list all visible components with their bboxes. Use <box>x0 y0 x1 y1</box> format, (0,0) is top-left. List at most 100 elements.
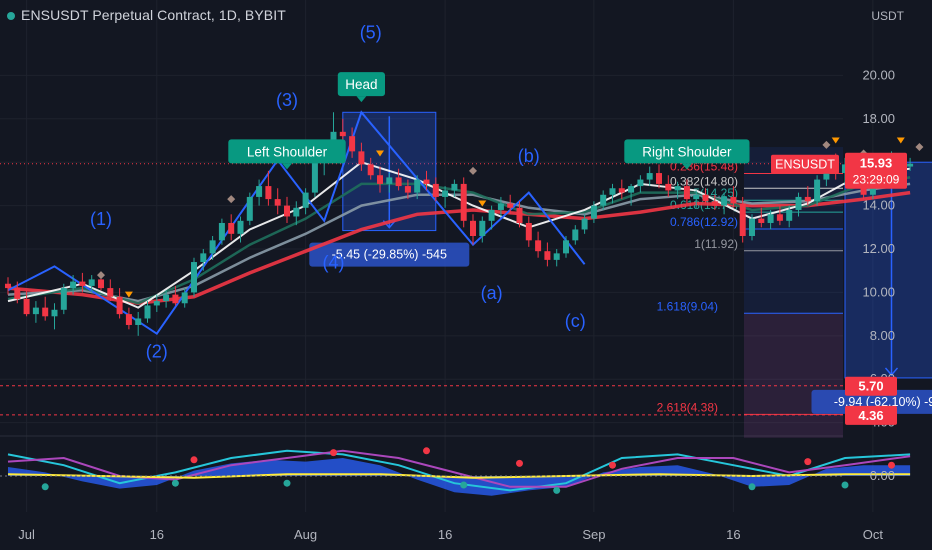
candle-body <box>516 207 523 223</box>
measure-label-box <box>309 242 470 267</box>
candle-body <box>181 292 188 304</box>
candle-body <box>42 307 49 317</box>
grid <box>0 0 874 512</box>
candle-body <box>32 307 39 315</box>
candle-body <box>535 240 542 252</box>
sell-signal-icon <box>124 291 133 298</box>
candle-body <box>525 222 532 241</box>
pattern-label-box[interactable] <box>228 139 346 164</box>
candle-body <box>60 288 67 310</box>
pattern-label-pointer-icon <box>681 163 692 170</box>
candle-body <box>581 218 588 230</box>
candle-body <box>470 220 476 236</box>
candle-body <box>776 214 783 221</box>
candle-body <box>144 305 151 319</box>
oscillator-red-dot <box>330 449 337 457</box>
candle-body <box>237 220 244 234</box>
time-axis[interactable]: Jul16Aug16Sep16Oct17 <box>18 527 932 542</box>
symbol-tag: ENSUSDT <box>775 158 835 172</box>
candle-body <box>163 294 170 302</box>
pattern-label-box[interactable] <box>337 72 385 97</box>
price-tick-label: 10.00 <box>862 284 895 299</box>
oscillator-red-dot <box>190 456 198 464</box>
time-tick-label: Aug <box>294 527 317 542</box>
candle-body <box>730 196 737 204</box>
candle-body <box>442 190 449 197</box>
pattern-label: Left Shoulder <box>247 144 328 159</box>
candle-body <box>674 186 681 191</box>
horizontal-levels[interactable] <box>0 163 843 416</box>
candle-body <box>758 218 765 223</box>
sell-signal-icon <box>896 137 905 144</box>
candle-body <box>302 192 309 208</box>
candle-body <box>600 194 607 206</box>
candle-body <box>767 214 774 223</box>
candle-body <box>284 205 290 217</box>
oscillator-red-dot <box>423 447 430 455</box>
candle-body <box>749 218 755 236</box>
candle-body <box>125 314 132 325</box>
candle-body <box>386 177 393 184</box>
candle-body <box>637 179 644 187</box>
fib-level-label: 2.618(4.38) <box>657 400 718 414</box>
measure-label-box <box>811 389 932 414</box>
candle-body <box>172 294 179 304</box>
candle-body <box>721 196 728 206</box>
price-tick-label: 8.00 <box>870 328 895 343</box>
currency-label: USDT <box>871 9 904 23</box>
candle-body <box>497 203 504 210</box>
level-tag-box <box>845 405 897 425</box>
annotation-labels[interactable]: (1) (2) (3) (4) (5) (a) (b) (c) Left Shoulder Hea… <box>90 23 750 362</box>
candle-body <box>693 194 700 200</box>
oscillator-red-dot <box>888 461 895 469</box>
candle-body <box>209 240 216 254</box>
candle-body <box>665 183 672 191</box>
candle-body <box>200 253 207 263</box>
fib-level-label: 1.618(9.04) <box>657 299 718 313</box>
elliott-wave-label: (1) <box>90 209 112 229</box>
candle-body <box>544 251 551 260</box>
candle-body <box>274 199 281 206</box>
chart-title-text: ENSUSDT Perpetual Contract, 1D, BYBIT <box>21 7 286 23</box>
sell-signal-icon <box>831 137 840 144</box>
pattern-label-pointer-icon <box>282 163 292 170</box>
fib-level-label: 0.786(12.92) <box>670 215 738 229</box>
oscillator-tick-label: 0.00 <box>870 468 895 483</box>
candle-body <box>656 173 662 184</box>
candle-body <box>339 131 346 137</box>
fib-zone <box>744 147 843 438</box>
candle-body <box>98 279 104 289</box>
candle-body <box>349 136 356 152</box>
price-axis[interactable]: 20.0018.0016.0014.0012.0010.008.006.004.… <box>771 67 907 483</box>
chart-title: ENSUSDT Perpetual Contract, 1D, BYBIT <box>7 7 286 23</box>
candle-body <box>488 209 495 221</box>
candle-body <box>646 173 653 180</box>
candle-body <box>702 194 709 202</box>
pattern-label-pointer-icon <box>356 96 367 103</box>
candle-body <box>739 203 746 236</box>
diamond-marker-icon <box>915 143 924 152</box>
oscillator-red-dot <box>804 458 812 466</box>
elliott-wave-label: (a) <box>481 283 503 303</box>
pattern-label-box[interactable] <box>624 139 750 164</box>
candle-body <box>618 188 625 193</box>
price-tick-label: 18.00 <box>862 111 895 126</box>
time-tick-label: 16 <box>726 527 740 542</box>
fibonacci-retracement[interactable]: 0.236(15.48)0.382(14.80)0.5(14.25)0.618(… <box>657 147 843 438</box>
diamond-marker-icon <box>97 271 105 280</box>
oscillator-green-dot <box>841 481 849 489</box>
candle-body <box>572 229 579 241</box>
level-tag: 5.70 <box>858 379 883 394</box>
candle-body <box>246 196 253 221</box>
candle-body <box>116 296 123 315</box>
price-tick-label: 12.00 <box>862 241 895 256</box>
candle-body <box>804 196 811 202</box>
candle-body <box>51 309 58 317</box>
elliott-wave-label: (c) <box>565 311 586 331</box>
oscillator-pane <box>0 447 911 496</box>
pattern-label: Right Shoulder <box>642 144 732 159</box>
candle-body <box>5 283 11 289</box>
sell-signal-icon <box>376 150 384 157</box>
